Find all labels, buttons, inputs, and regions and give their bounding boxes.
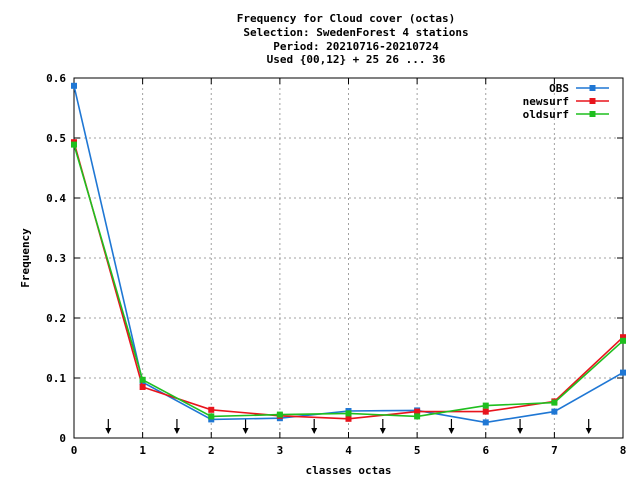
- data-point: [345, 415, 352, 422]
- x-axis-label: classes octas: [305, 464, 391, 477]
- boundary-arrow-head: [173, 428, 180, 434]
- series-line: [73, 144, 624, 418]
- legend-label: OBS: [549, 82, 569, 95]
- boundary-arrow-head: [448, 428, 455, 434]
- data-point: [414, 413, 421, 420]
- boundary-arrow-head: [517, 428, 524, 434]
- data-point: [482, 408, 489, 415]
- legend-label: newsurf: [523, 95, 569, 108]
- boundary-arrow-head: [242, 428, 249, 434]
- data-point: [482, 402, 489, 409]
- y-tick-label: 0.2: [46, 312, 66, 325]
- x-tick-label: 7: [551, 444, 558, 457]
- boundary-arrow-head: [311, 428, 318, 434]
- data-point: [276, 411, 283, 418]
- boundary-arrow-head: [105, 428, 112, 434]
- title-line-3: Period: 20210716-20210724: [273, 40, 439, 53]
- y-tick-label: 0.5: [46, 132, 66, 145]
- data-point: [482, 419, 489, 426]
- x-tick-label: 1: [139, 444, 146, 457]
- chart-title: Frequency for Cloud cover (octas) Select…: [237, 12, 469, 66]
- data-point: [139, 376, 146, 383]
- data-point: [71, 141, 77, 148]
- data-point: [551, 399, 558, 406]
- y-tick-label: 0.6: [46, 72, 66, 85]
- legend-marker: [589, 98, 596, 104]
- boundary-arrow-head: [379, 428, 386, 434]
- x-tick-label: 4: [345, 444, 352, 457]
- title-line-1: Frequency for Cloud cover (octas): [237, 12, 456, 25]
- y-tick-label: 0: [59, 432, 66, 445]
- data-point: [620, 334, 626, 341]
- y-tick-label: 0.3: [46, 252, 66, 265]
- data-point: [208, 406, 215, 413]
- grid: [74, 78, 623, 438]
- data-point: [551, 408, 558, 415]
- x-tick-label: 8: [620, 444, 627, 457]
- data-point: [71, 82, 77, 89]
- legend-marker: [589, 111, 596, 117]
- x-tick-label: 2: [208, 444, 215, 457]
- data-point: [620, 337, 626, 344]
- legend-label: oldsurf: [523, 108, 569, 121]
- y-tick-label: 0.4: [46, 192, 66, 205]
- y-tick-label: 0.1: [46, 372, 66, 385]
- x-tick-label: 0: [71, 444, 78, 457]
- x-tick-label: 6: [482, 444, 489, 457]
- x-tick-label: 3: [277, 444, 284, 457]
- data-point: [414, 408, 421, 415]
- data-point: [139, 384, 146, 390]
- x-tick-label: 5: [414, 444, 421, 457]
- title-line-2: Selection: SwedenForest 4 stations: [243, 26, 468, 39]
- boundary-arrow-head: [585, 428, 592, 434]
- axis-ticks: 0 1 2 3 4 5 6 7 8 0 0.1 0.2 0.3 0.4 0.5 0.6: [46, 72, 626, 457]
- series-group: [71, 82, 626, 426]
- class-boundary-arrows: [105, 419, 592, 434]
- title-line-4: Used {00,12} + 25 26 ... 36: [267, 53, 446, 66]
- data-point: [620, 369, 626, 376]
- data-point: [208, 413, 215, 420]
- series-oldsurf: [71, 141, 626, 420]
- y-axis-label: Frequency: [19, 228, 32, 288]
- data-point: [345, 410, 352, 417]
- legend-marker: [589, 85, 596, 91]
